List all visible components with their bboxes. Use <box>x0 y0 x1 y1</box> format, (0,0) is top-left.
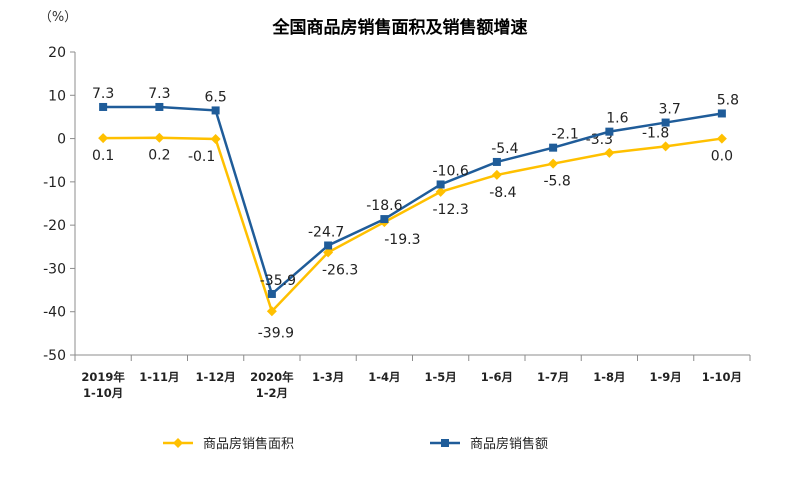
series-2-point <box>661 118 670 127</box>
series-1-point <box>604 147 615 158</box>
legend-marker-2 <box>441 439 449 447</box>
series-1-point <box>435 186 446 197</box>
x-tick-label: 1-5月 <box>424 370 456 384</box>
data-label: 6.5 <box>204 89 226 105</box>
data-label: 1.6 <box>606 111 628 127</box>
x-tick-label: 1-10月 <box>702 370 742 384</box>
data-label: 5.8 <box>717 92 739 108</box>
axes: 20 10 0 -10 -20 -30 -40 -50 2019年 1-10月 1-11月 1-12月… <box>43 45 751 400</box>
series-2-point <box>549 143 558 152</box>
series-2-point <box>99 102 108 111</box>
series-1-point <box>323 247 334 258</box>
series-1-point <box>98 133 109 144</box>
data-label: -0.1 <box>188 149 215 165</box>
series-2-point <box>436 180 445 189</box>
data-label: 0.2 <box>148 148 170 164</box>
y-tick-label: 20 <box>48 45 66 61</box>
data-label: -12.3 <box>433 202 469 218</box>
data-label: -8.4 <box>489 185 516 201</box>
series-1-point <box>266 306 277 317</box>
series-2-point <box>324 241 333 250</box>
y-tick-label: 0 <box>57 132 66 148</box>
data-label: -18.6 <box>366 198 402 214</box>
legend-label: 商品房销售额 <box>470 436 548 452</box>
x-tick-label: 1-9月 <box>649 370 681 384</box>
y-tick-label: -20 <box>43 218 66 234</box>
x-tick-label: 2020年 1-2月 <box>250 370 294 400</box>
legend-label: 商品房销售面积 <box>203 436 294 452</box>
data-label: -35.9 <box>260 273 296 289</box>
series-1-point <box>660 141 671 152</box>
legend-marker-1 <box>173 438 183 448</box>
y-unit-label: （%） <box>39 10 77 25</box>
series-2-point <box>155 102 164 111</box>
y-tick-label: -50 <box>43 348 66 364</box>
x-tick-label: 1-3月 <box>312 370 344 384</box>
series-1-point <box>548 158 559 169</box>
data-label: -24.7 <box>308 224 344 240</box>
y-tick-label: -10 <box>43 175 66 191</box>
series-line-1 <box>103 136 723 314</box>
data-label: 0.1 <box>92 148 114 164</box>
x-tick-label: 1-11月 <box>139 370 179 384</box>
data-label: -1.8 <box>642 125 669 141</box>
series-2-point <box>605 127 614 136</box>
x-tick-label: 1-6月 <box>481 370 513 384</box>
data-label: -2.1 <box>551 127 578 143</box>
data-label: -26.3 <box>322 262 358 278</box>
data-label: 7.3 <box>92 86 114 102</box>
x-tick-label: 1-7月 <box>537 370 569 384</box>
data-label: -39.9 <box>258 325 294 341</box>
x-tick-label: 2019年 1-10月 <box>81 370 125 400</box>
series-1-point <box>210 134 221 145</box>
data-label: -5.4 <box>491 141 518 157</box>
data-label: 3.7 <box>658 102 680 118</box>
y-tick-label: -40 <box>43 305 66 321</box>
series-2-point <box>717 109 726 118</box>
series-2-point <box>380 215 389 224</box>
data-label: 7.3 <box>148 86 170 102</box>
data-label: -19.3 <box>384 232 420 248</box>
series-2-point <box>211 106 220 115</box>
y-tick-label: 10 <box>48 88 66 104</box>
series-layer: 0.1 0.2 -0.1 -39.9 -26.3 -19.3 -12.3 -8.4 -5.8 -3… <box>92 86 739 341</box>
series-2-point <box>492 157 501 166</box>
chart-title: 全国商品房销售面积及销售额增速 <box>272 17 528 38</box>
x-tick-label: 1-4月 <box>368 370 400 384</box>
y-tick-label: -30 <box>43 261 66 277</box>
data-label: -10.6 <box>433 163 469 179</box>
series-line-2 <box>103 105 723 297</box>
legend: 商品房销售面积 商品房销售额 <box>163 436 548 452</box>
series-2-point <box>267 289 276 298</box>
series-1-point <box>154 132 165 143</box>
data-label: -5.8 <box>543 174 570 190</box>
x-tick-label: 1-8月 <box>593 370 625 384</box>
x-tick-label: 1-12月 <box>195 370 235 384</box>
series-1-point <box>491 169 502 180</box>
data-label: 0.0 <box>711 149 733 165</box>
series-1-point <box>716 133 727 144</box>
